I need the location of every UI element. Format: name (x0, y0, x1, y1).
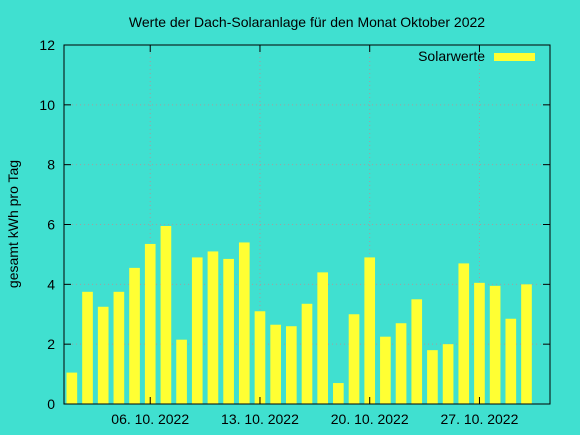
chart-title: Werte der Dach-Solaranlage für den Monat… (129, 14, 485, 30)
bar (270, 324, 281, 404)
bar (458, 263, 470, 404)
y-tick-label: 0 (47, 396, 55, 412)
bar (474, 282, 485, 404)
bar (442, 344, 454, 404)
y-tick-label: 6 (47, 217, 55, 233)
bar (113, 291, 125, 404)
x-tick-label: 06. 10. 2022 (111, 411, 189, 427)
y-tick-label: 4 (47, 276, 55, 292)
bar (364, 257, 376, 404)
bar (82, 291, 93, 404)
y-tick-label: 8 (47, 157, 55, 173)
bar (97, 306, 109, 404)
bar (160, 225, 172, 404)
bar (254, 311, 266, 404)
y-axis-label: gesamt kWh pro Tag (5, 160, 21, 288)
bar (66, 372, 78, 404)
bar (505, 318, 517, 404)
x-tick-label: 20. 10. 2022 (331, 411, 409, 427)
bar (427, 350, 438, 404)
bar (489, 285, 501, 404)
bar (238, 242, 250, 404)
bar (207, 251, 219, 404)
bar (223, 258, 234, 404)
bar (285, 326, 297, 404)
bar (348, 314, 360, 404)
bar (411, 299, 423, 404)
legend: Solarwerte (418, 48, 535, 64)
bar (176, 339, 187, 404)
legend-swatch (494, 53, 535, 61)
bar (191, 257, 203, 404)
x-tick-label: 27. 10. 2022 (441, 411, 519, 427)
bar (129, 267, 140, 404)
legend-label: Solarwerte (418, 48, 485, 64)
bar (301, 303, 313, 404)
bar (317, 272, 329, 404)
y-tick-label: 2 (47, 336, 55, 352)
x-tick-label: 13. 10. 2022 (221, 411, 299, 427)
bar (395, 323, 407, 404)
x-ticks: 06. 10. 2022 13. 10. 2022 20. 10. 2022 27. … (111, 45, 519, 427)
y-tick-label: 12 (39, 37, 55, 53)
bar (380, 336, 391, 404)
bar (333, 383, 344, 404)
bars (66, 225, 532, 404)
y-tick-label: 10 (39, 97, 55, 113)
bar (521, 284, 532, 404)
bar (144, 243, 156, 404)
y-ticks: 0 2 4 6 8 10 12 (39, 37, 550, 412)
